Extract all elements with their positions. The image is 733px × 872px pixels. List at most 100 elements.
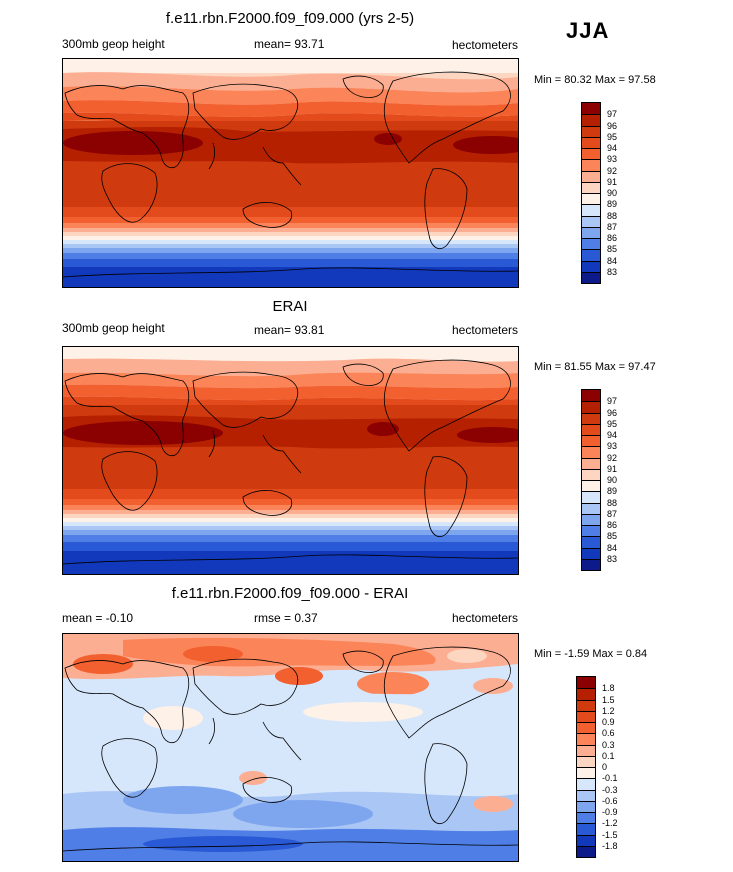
colorbar-swatch — [582, 491, 600, 503]
colorbar-swatch — [577, 755, 595, 767]
colorbar-label: 86 — [607, 233, 618, 243]
colorbar-label: 1.2 — [602, 705, 615, 716]
colorbar-swatch — [582, 193, 600, 205]
panel-2-title: ERAI — [272, 298, 308, 315]
colorbar-swatch — [582, 136, 600, 148]
panel-2-contour-field — [63, 347, 518, 574]
panel-1-colorbar-frame — [581, 102, 601, 284]
panel-2-units-label: hectometers — [451, 323, 518, 337]
colorbar-label: -0.3 — [602, 784, 618, 795]
colorbar-label: 1.5 — [602, 694, 615, 705]
panel-3-colorbar-frame — [576, 676, 596, 858]
panel-1-mean-label: mean= 93.71 — [254, 37, 325, 51]
colorbar-label: 83 — [607, 266, 618, 277]
colorbar-swatch — [582, 502, 600, 514]
colorbar-swatch — [582, 114, 600, 126]
colorbar-label: 88 — [607, 210, 618, 221]
colorbar-label: 83 — [607, 553, 618, 564]
colorbar-label: 94 — [607, 430, 618, 440]
colorbar-label: 93 — [607, 154, 618, 165]
colorbar-swatch — [577, 767, 595, 779]
colorbar-swatch — [577, 823, 595, 835]
colorbar-label: 84 — [607, 542, 618, 553]
colorbar-label: 94 — [607, 143, 618, 153]
colorbar-swatch — [582, 468, 600, 480]
colorbar-label: 90 — [607, 188, 618, 198]
colorbar-label: 90 — [607, 475, 618, 485]
season-label: JJA — [566, 18, 610, 43]
colorbar-label: 97 — [607, 396, 618, 407]
colorbar-swatch — [582, 525, 600, 537]
colorbar-label: 0.6 — [602, 728, 615, 739]
colorbar-swatch — [582, 547, 600, 559]
colorbar-swatch — [582, 480, 600, 492]
colorbar-swatch — [582, 435, 600, 447]
colorbar-label: 92 — [607, 452, 618, 463]
colorbar-swatch — [582, 148, 600, 160]
colorbar-swatch — [577, 710, 595, 722]
colorbar-swatch — [577, 834, 595, 846]
colorbar-swatch — [577, 722, 595, 734]
colorbar-swatch — [582, 226, 600, 238]
colorbar-label: 0.3 — [602, 739, 615, 750]
colorbar-label: 91 — [607, 176, 618, 187]
colorbar-swatch — [582, 401, 600, 413]
panel-1-variable-label: 300mb geop height — [62, 37, 165, 51]
colorbar-swatch — [577, 778, 595, 790]
colorbar-label: -0.1 — [602, 773, 618, 784]
colorbar-swatch — [582, 423, 600, 435]
panel-3-contour-field — [63, 634, 518, 861]
colorbar-label: -1.2 — [602, 818, 618, 829]
colorbar-label: 89 — [607, 199, 618, 210]
colorbar-label: -1.8 — [602, 840, 618, 851]
colorbar-swatch — [582, 536, 600, 548]
colorbar-swatch — [577, 845, 595, 857]
colorbar-label: 0 — [602, 762, 608, 772]
panel-3-map — [62, 633, 519, 862]
colorbar-swatch — [577, 688, 595, 700]
panel-1-contour-field — [63, 59, 518, 287]
colorbar-swatch — [582, 271, 600, 283]
colorbar-swatch — [577, 677, 595, 689]
panel-2-map — [62, 346, 519, 575]
colorbar-label: -0.9 — [602, 807, 618, 817]
colorbar-label: 92 — [607, 165, 618, 176]
panel-3-minmax: Min = -1.59 Max = 0.84 — [534, 648, 648, 660]
colorbar-label: 85 — [607, 531, 618, 542]
panel-3-title: f.e11.rbn.F2000.f09_f09.000 - ERAI — [171, 585, 409, 602]
colorbar-swatch — [582, 513, 600, 525]
colorbar-label: -1.5 — [602, 829, 618, 840]
colorbar-label: 89 — [607, 486, 618, 497]
colorbar-swatch — [582, 103, 600, 115]
colorbar-swatch — [582, 170, 600, 182]
colorbar-swatch — [582, 125, 600, 137]
panel-1-title: f.e11.rbn.F2000.f09_f09.000 (yrs 2-5) — [165, 10, 415, 27]
colorbar-swatch — [582, 446, 600, 458]
panel-1-minmax: Min = 80.32 Max = 97.58 — [534, 74, 656, 86]
colorbar-label: 95 — [607, 131, 618, 142]
colorbar-swatch — [582, 181, 600, 193]
colorbar-label: 87 — [607, 508, 618, 519]
colorbar-swatch — [582, 558, 600, 570]
colorbar-swatch — [577, 800, 595, 812]
panel-3-rmse-label: rmse = 0.37 — [254, 611, 318, 625]
colorbar-label: 96 — [607, 120, 618, 131]
panel-2-variable-label: 300mb geop height — [62, 321, 165, 335]
colorbar-swatch — [582, 249, 600, 261]
colorbar-label: 84 — [607, 255, 618, 266]
colorbar-swatch — [577, 699, 595, 711]
panel-2-minmax: Min = 81.55 Max = 97.47 — [534, 361, 656, 373]
colorbar-label: 97 — [607, 109, 618, 120]
colorbar-swatch — [577, 744, 595, 756]
panel-2-colorbar-frame — [581, 389, 601, 571]
colorbar-label: 95 — [607, 418, 618, 429]
colorbar-label: 86 — [607, 520, 618, 530]
colorbar-swatch — [577, 733, 595, 745]
colorbar-label: 91 — [607, 463, 618, 474]
colorbar-swatch — [582, 390, 600, 402]
panel-1-units-label: hectometers — [451, 38, 518, 52]
colorbar-label: 96 — [607, 407, 618, 418]
colorbar-label: -0.6 — [602, 795, 618, 806]
panel-3-units-label: hectometers — [451, 611, 518, 625]
colorbar-swatch — [582, 457, 600, 469]
